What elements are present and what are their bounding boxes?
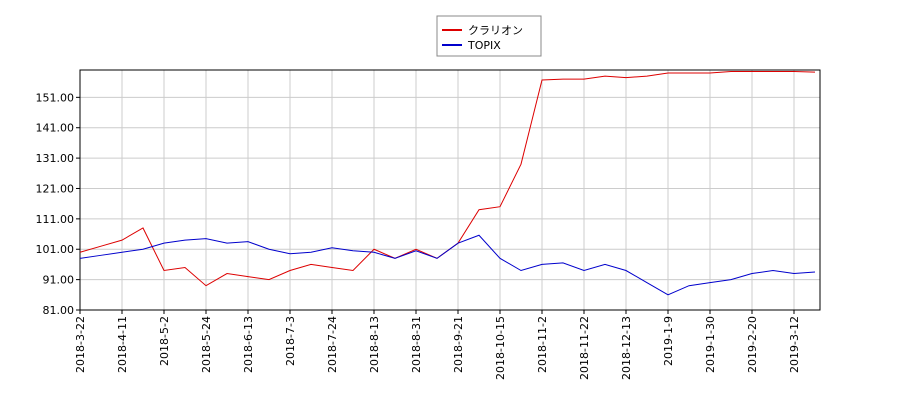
x-tick-label: 2019-3-12	[788, 316, 801, 373]
x-tick-label: 2018-11-2	[536, 316, 549, 373]
x-tick-label: 2018-8-13	[368, 316, 381, 373]
x-tick-label: 2018-7-24	[326, 316, 339, 373]
x-tick-label: 2018-8-31	[410, 316, 423, 373]
y-tick-label: 81.00	[43, 304, 75, 317]
x-tick-label: 2018-3-22	[74, 316, 87, 373]
x-tick-label: 2018-11-22	[578, 316, 591, 380]
line	[79, 234, 816, 296]
y-tick-label: 91.00	[43, 274, 75, 287]
x-tick-label: 2018-7-3	[284, 316, 297, 366]
x-tick-label: 2018-10-15	[494, 316, 507, 380]
x-tick-label: 2018-4-11	[116, 316, 129, 373]
y-tick-label: 101.00	[36, 243, 75, 256]
plot-frame	[79, 69, 821, 311]
legend-box	[436, 15, 542, 57]
y-tick-label: 121.00	[36, 182, 75, 195]
x-tick-label: 2019-1-9	[662, 316, 675, 366]
x-tick-label: 2018-12-13	[620, 316, 633, 380]
legend-label: TOPIX	[467, 39, 501, 52]
x-tick-label: 2018-5-2	[158, 316, 171, 366]
x-tick-label: 2018-6-13	[242, 316, 255, 373]
y-tick-label: 131.00	[36, 152, 75, 165]
y-tick-label: 151.00	[36, 91, 75, 104]
x-tick-label: 2018-5-24	[200, 316, 213, 373]
x-tick-label: 2019-2-20	[746, 316, 759, 373]
legend-label: クラリオン	[468, 24, 523, 37]
y-tick-label: 141.00	[36, 122, 75, 135]
line	[79, 71, 816, 287]
x-tick-label: 2019-1-30	[704, 316, 717, 373]
x-tick-label: 2018-9-21	[452, 316, 465, 373]
y-tick-label: 111.00	[36, 213, 75, 226]
